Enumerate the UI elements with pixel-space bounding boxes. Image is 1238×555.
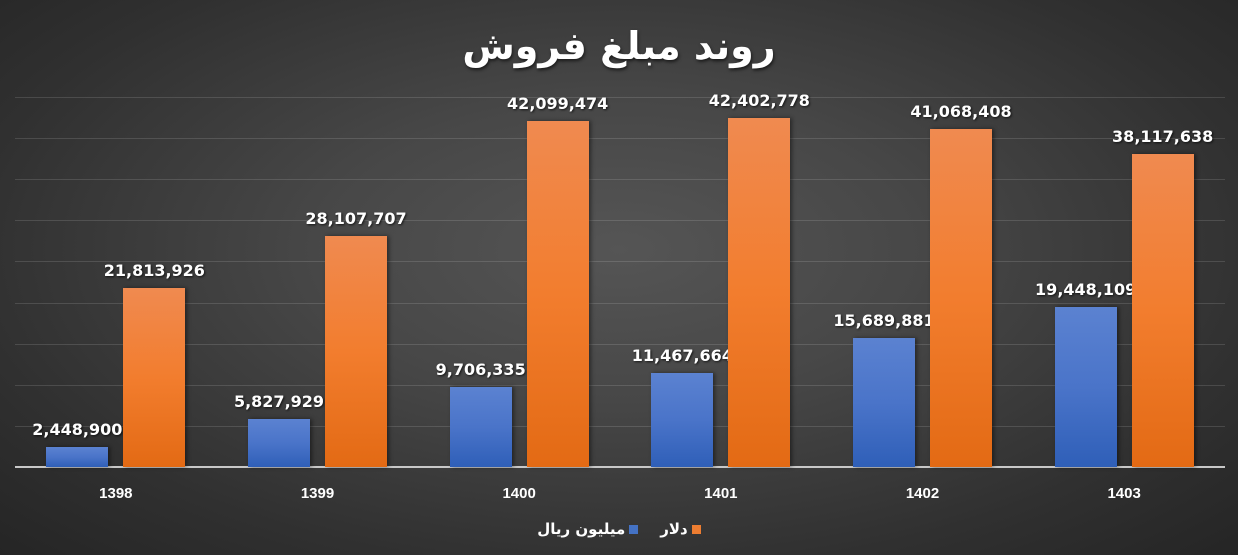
x-tick-label: 1401 [704,485,738,502]
data-label: 41,068,408 [910,102,1012,122]
data-label: 21,813,926 [103,260,205,280]
gridline [15,179,1225,181]
chart-title: روند مبلغ فروش [462,24,776,68]
gridline [15,261,1225,263]
legend-item-dollar: دلار [660,520,701,538]
x-tick-label: 1398 [99,485,133,502]
bar-dollar [526,120,589,467]
gridline [15,302,1225,304]
data-label: 11,467,664 [631,345,733,365]
data-label: 5,827,929 [233,392,325,412]
bar-million-rial [248,419,310,467]
bar-million-rial [1054,307,1117,467]
bar-million-rial [651,372,714,467]
data-label: 28,107,707 [305,208,407,228]
x-tick-label: 1399 [300,485,335,502]
plot-area: 2,448,900 21,813,926 5,827,929 28,107,707 9,… [15,91,1225,468]
gridline [15,220,1225,222]
legend: دلار میلیون ریال [0,520,1238,538]
bar-dollar [325,235,387,467]
gridline [15,138,1225,140]
data-label: 2,448,900 [32,419,123,439]
legend-swatch-icon [691,524,701,534]
legend-label: دلار [660,520,688,538]
bar-dollar [123,287,186,467]
bar-dollar [930,129,992,467]
x-axis-line [15,466,1225,468]
bar-dollar [1131,153,1194,467]
bar-million-rial [449,387,512,467]
x-tick-label: 1400 [502,485,536,502]
data-label: 19,448,109 [1035,280,1137,300]
legend-swatch-icon [629,524,639,534]
gridline [15,97,1225,98]
bar-million-rial [853,338,915,467]
gridline [15,343,1225,345]
bar-million-rial [46,446,109,467]
x-tick-label: 1402 [905,485,940,502]
legend-item-million-rial: میلیون ریال [537,520,639,538]
data-label: 15,689,881 [833,310,935,330]
data-label: 9,706,335 [435,360,526,380]
gridline [15,384,1225,386]
legend-label: میلیون ریال [537,520,626,538]
data-label: 42,402,778 [708,91,810,111]
bar-dollar [728,118,791,467]
x-tick-label: 1403 [1107,485,1141,502]
data-label: 42,099,474 [507,93,609,113]
gridline [15,425,1225,427]
data-label: 38,117,638 [1112,126,1214,146]
